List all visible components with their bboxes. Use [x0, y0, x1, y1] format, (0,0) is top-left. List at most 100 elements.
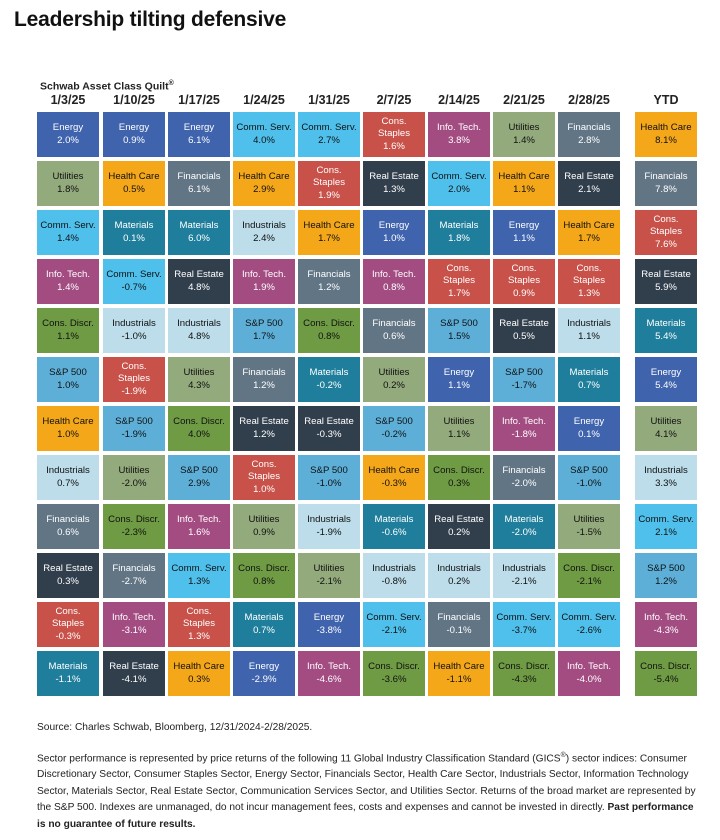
sector-name: Financials — [112, 563, 156, 574]
sector-return: -4.3% — [511, 673, 537, 685]
column-header: 1/10/25 — [113, 93, 155, 107]
quilt-cell: Utilities 1.1% — [428, 406, 490, 451]
sector-name: Materials — [439, 220, 479, 231]
sector-name: Info. Tech. — [111, 612, 157, 623]
quilt-cell: Cons. Staples 1.3% — [168, 602, 230, 647]
sector-return: 2.9% — [253, 183, 275, 195]
quilt-cell: Financials 6.1% — [168, 161, 230, 206]
quilt-cell: Info. Tech. 0.8% — [363, 259, 425, 304]
quilt-cell: Cons. Discr. 1.1% — [37, 308, 99, 353]
quilt-cell: S&P 500 1.5% — [428, 308, 490, 353]
sector-return: 0.3% — [448, 477, 470, 489]
sector-name: S&P 500 — [180, 465, 218, 476]
asset-class-quilt: 1/3/25 Energy 2.0% Utilities 1.8% Comm. Serv.… — [37, 93, 697, 696]
quilt-cell: Cons. Staples 1.9% — [298, 161, 360, 206]
sector-return: 6.0% — [188, 232, 210, 244]
sector-name: Industrials — [372, 563, 416, 574]
quilt-cell: S&P 500 -0.2% — [363, 406, 425, 451]
quilt-cell: Comm. Serv. -2.1% — [363, 602, 425, 647]
quilt-cell: Financials 0.6% — [37, 504, 99, 549]
sector-return: 0.9% — [123, 134, 145, 146]
quilt-cell: Cons. Discr. 0.8% — [233, 553, 295, 598]
sector-name: Health Care — [563, 220, 615, 231]
quilt-cell: Health Care 1.1% — [493, 161, 555, 206]
sector-return: -0.3% — [316, 428, 342, 440]
quilt-cell: Health Care -1.1% — [428, 651, 490, 696]
sector-name: Comm. Serv. — [561, 612, 617, 623]
sector-name: Comm. Serv. — [171, 563, 227, 574]
quilt-cell: Cons. Discr. -3.6% — [363, 651, 425, 696]
sector-return: -0.2% — [381, 428, 407, 440]
sector-name: Industrials — [46, 465, 90, 476]
quilt-cell: Cons. Staples 1.3% — [558, 259, 620, 304]
sector-name: Financials — [372, 318, 416, 329]
quilt-cell: Real Estate 2.1% — [558, 161, 620, 206]
sector-return: 1.2% — [253, 379, 275, 391]
sector-return: 3.3% — [655, 477, 677, 489]
sector-name: Cons. Staples — [378, 115, 410, 140]
sector-name: S&P 500 — [310, 465, 348, 476]
sector-return: -2.1% — [576, 575, 602, 587]
sector-return: 4.8% — [188, 281, 210, 293]
sector-name: Industrials — [437, 563, 481, 574]
sector-name: Materials — [504, 514, 544, 525]
quilt-cell: Industrials 0.7% — [37, 455, 99, 500]
quilt-cell: S&P 500 -1.0% — [558, 455, 620, 500]
sector-return: 0.3% — [188, 673, 210, 685]
sector-return: 4.0% — [253, 134, 275, 146]
sector-return: 1.1% — [448, 379, 470, 391]
sector-name: Materials — [244, 612, 284, 623]
quilt-cell: Health Care 1.7% — [558, 210, 620, 255]
sector-name: Financials — [437, 612, 481, 623]
quilt-cell: Info. Tech. -1.8% — [493, 406, 555, 451]
sector-return: -3.7% — [511, 624, 537, 636]
sector-return: 4.1% — [655, 428, 677, 440]
sector-return: 1.1% — [578, 330, 600, 342]
sector-return: 6.1% — [188, 183, 210, 195]
column-header: 2/7/25 — [376, 93, 412, 107]
sector-name: Comm. Serv. — [236, 122, 292, 133]
sector-name: Real Estate — [499, 318, 549, 329]
sector-name: Energy — [118, 122, 150, 133]
sector-return: 0.7% — [57, 477, 79, 489]
sector-return: 0.9% — [253, 526, 275, 538]
sector-return: 1.3% — [188, 630, 210, 642]
sector-return: 1.0% — [383, 232, 405, 244]
sector-name: Utilities — [183, 367, 215, 378]
quilt-cell: Cons. Discr. -5.4% — [635, 651, 697, 696]
sector-name: Info. Tech. — [306, 661, 352, 672]
sector-name: Financials — [567, 122, 611, 133]
sector-name: Cons. Discr. — [433, 465, 485, 476]
quilt-label: Schwab Asset Class Quilt® — [40, 80, 174, 93]
quilt-cell: Real Estate 0.3% — [37, 553, 99, 598]
sector-name: Financials — [502, 465, 546, 476]
quilt-cell: Utilities -1.5% — [558, 504, 620, 549]
quilt-cell: Energy 2.0% — [37, 112, 99, 157]
sector-return: 1.2% — [655, 575, 677, 587]
quilt-cell: Materials 1.8% — [428, 210, 490, 255]
sector-name: S&P 500 — [647, 563, 685, 574]
quilt-cell: Cons. Staples 1.6% — [363, 112, 425, 157]
sector-name: Industrials — [307, 514, 351, 525]
quilt-cell: S&P 500 2.9% — [168, 455, 230, 500]
quilt-cell: Real Estate 0.5% — [493, 308, 555, 353]
sector-return: -0.3% — [55, 630, 81, 642]
quilt-cell: Materials 6.0% — [168, 210, 230, 255]
sector-return: -1.8% — [511, 428, 537, 440]
sector-return: 1.7% — [318, 232, 340, 244]
sector-return: 2.1% — [578, 183, 600, 195]
sector-return: -2.6% — [576, 624, 602, 636]
sector-return: 1.7% — [578, 232, 600, 244]
sector-return: 1.4% — [513, 134, 535, 146]
sector-return: -2.3% — [121, 526, 147, 538]
sector-return: 1.7% — [448, 287, 470, 299]
sector-name: Energy — [52, 122, 84, 133]
sector-name: Cons. Discr. — [42, 318, 94, 329]
sector-name: Energy — [378, 220, 410, 231]
sector-name: S&P 500 — [440, 318, 478, 329]
quilt-cell: Info. Tech. -4.6% — [298, 651, 360, 696]
sector-return: 5.9% — [655, 281, 677, 293]
sector-return: 0.5% — [513, 330, 535, 342]
sector-return: -1.0% — [576, 477, 602, 489]
quilt-cell: Cons. Staples 1.7% — [428, 259, 490, 304]
